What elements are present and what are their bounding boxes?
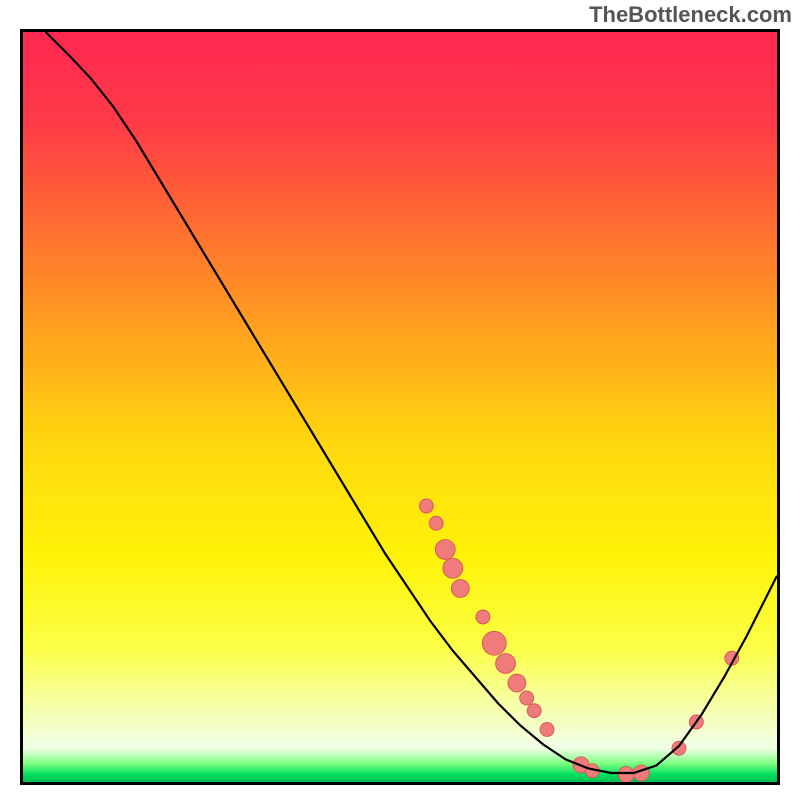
chart-container: TheBottleneck.com: [0, 0, 800, 800]
marker-point: [540, 723, 554, 737]
marker-point: [527, 704, 541, 718]
marker-point: [618, 767, 634, 782]
marker-point: [508, 674, 526, 692]
marker-point: [435, 540, 455, 560]
markers-group: [419, 499, 738, 782]
marker-point: [672, 741, 686, 755]
marker-point: [419, 499, 433, 513]
marker-point: [482, 631, 506, 655]
plot-area: [20, 29, 780, 785]
curve-path: [46, 32, 777, 773]
marker-point: [429, 516, 443, 530]
watermark-text: TheBottleneck.com: [589, 2, 792, 28]
marker-point: [496, 654, 516, 674]
marker-point: [520, 691, 534, 705]
curve-layer: [23, 32, 777, 782]
marker-point: [451, 580, 469, 598]
marker-point: [476, 610, 490, 624]
marker-point: [443, 558, 463, 578]
